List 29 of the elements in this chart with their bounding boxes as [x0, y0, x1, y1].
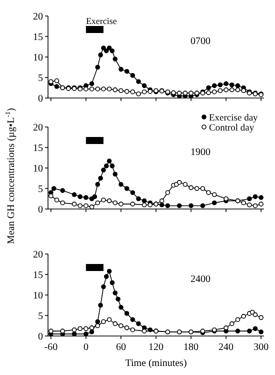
y-tick-label: 0 — [38, 94, 43, 104]
y-tick-label: 10 — [33, 290, 43, 302]
x-tick-label: -60 — [44, 342, 58, 353]
legend-label: Exercise day — [209, 113, 258, 124]
band-label: Exercise — [86, 16, 117, 26]
annotation: 1900 — [190, 147, 211, 158]
x-tick-label: 180 — [184, 342, 199, 353]
y-tick-label: 5 — [38, 184, 43, 195]
annotation: 2400 — [190, 274, 211, 285]
y-tick-label: 5 — [38, 73, 43, 84]
y-tick-label: 15 — [33, 143, 43, 154]
x-tick-label: 120 — [148, 342, 164, 353]
y-tick-label: 15 — [33, 270, 43, 281]
y-tick-label: 5 — [38, 311, 43, 322]
y-tick-label: 20 — [33, 12, 43, 22]
x-tick-label: 0 — [83, 342, 88, 353]
y-tick-label: 20 — [33, 122, 43, 134]
y-tick-label: 10 — [33, 164, 43, 174]
annotation: 0700 — [190, 36, 211, 47]
legend-label: Control day — [209, 123, 254, 134]
y-tick-label: 15 — [33, 32, 43, 43]
y-tick-label: 0 — [38, 204, 43, 216]
x-tick-label: 240 — [218, 342, 234, 353]
y-tick-label: 0 — [38, 332, 43, 342]
y-tick-label: 20 — [33, 250, 43, 260]
x-axis-title: Time (minutes) — [125, 358, 187, 369]
y-tick-label: 10 — [33, 52, 43, 64]
x-tick-label: 60 — [116, 342, 126, 353]
x-tick-label: 300 — [254, 342, 269, 353]
